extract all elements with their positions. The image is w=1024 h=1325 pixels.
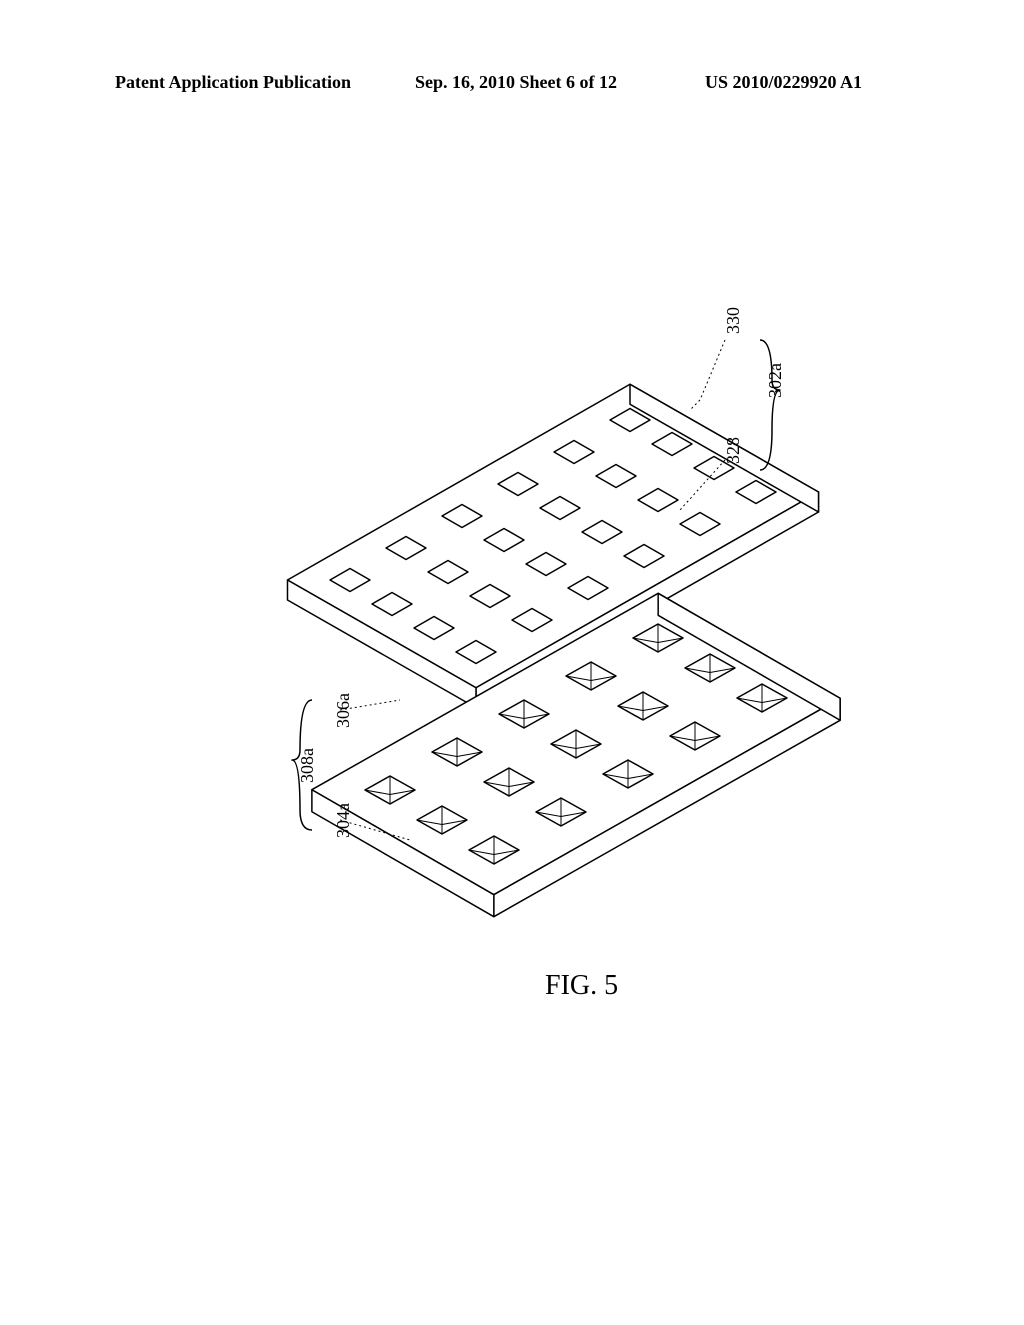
- figure-label: FIG. 5: [545, 970, 618, 1002]
- label-306a: 306a: [333, 693, 354, 728]
- label-328: 328: [723, 437, 744, 464]
- figure-svg: [0, 0, 1024, 1320]
- label-302a: 302a: [765, 363, 786, 398]
- figure-area: FIG. 5 330 328 302a 306a 304a 308a: [0, 0, 1024, 1320]
- label-308a: 308a: [297, 748, 318, 783]
- label-330: 330: [723, 307, 744, 334]
- label-304a: 304a: [333, 803, 354, 838]
